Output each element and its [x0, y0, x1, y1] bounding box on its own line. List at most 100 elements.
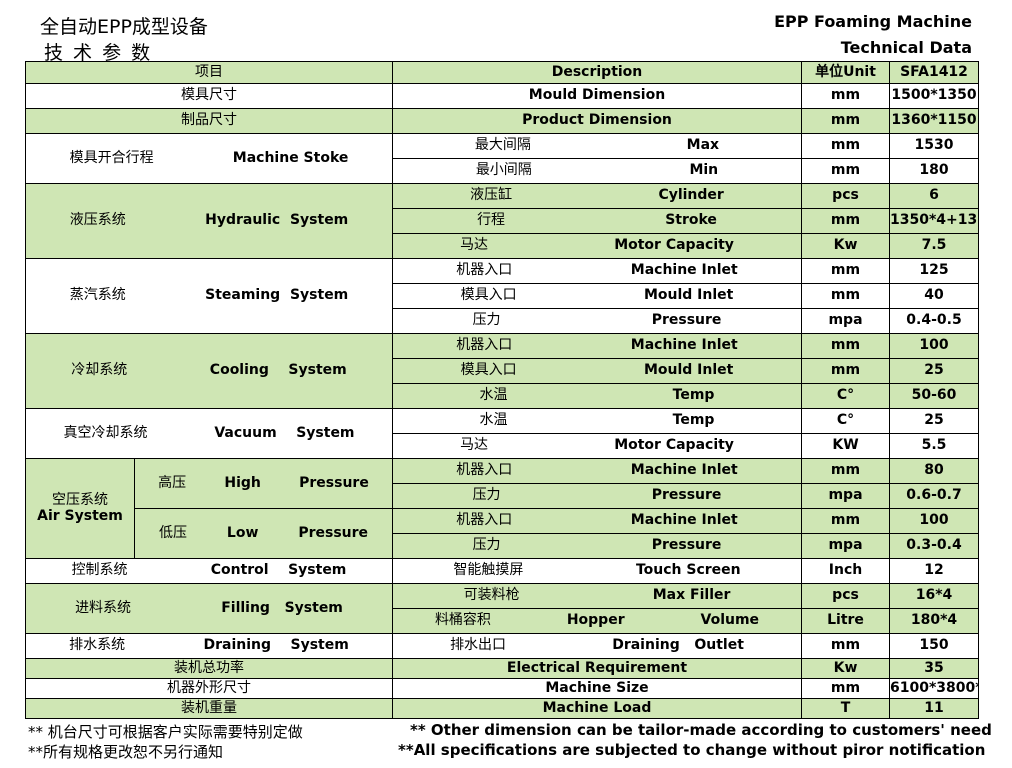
air-high-group: 高压 High Pressure — [134, 458, 393, 509]
note-custom-cn: ** 机台尺寸可根据客户实际需要特别定做 — [28, 723, 303, 741]
cooling-en1: Cooling — [209, 362, 269, 379]
hydraulic-r2-en: Motor Capacity — [614, 237, 734, 254]
steam-r2-unit: mpa — [801, 308, 890, 334]
cooling-en2: System — [288, 362, 347, 379]
cooling-r1-value: 25 — [889, 358, 979, 384]
air-high-r1-unit: mpa — [801, 483, 890, 509]
mould-en: Mould Dimension — [392, 83, 802, 109]
air-high-r0-value: 80 — [889, 458, 979, 484]
control-group: 控制系统 Control System — [25, 558, 393, 584]
air-high-r0: 机器入口 Machine Inlet — [392, 458, 802, 484]
cooling-r2: 水温 Temp — [392, 383, 802, 409]
drain-en2: System — [290, 637, 349, 654]
cooling-r0-value: 100 — [889, 333, 979, 359]
drain-r0-value: 150 — [889, 633, 979, 659]
filling-r0-value: 16*4 — [889, 583, 979, 609]
stroke-max-en: Max — [686, 137, 720, 154]
product-value: 1360*1150 — [889, 108, 979, 134]
air-low-r0-unit: mm — [801, 508, 890, 534]
hydraulic-r2-cn: 马达 — [460, 237, 489, 254]
drain-group: 排水系统 Draining System — [25, 633, 393, 659]
mould-unit: mm — [801, 83, 890, 109]
title-english: EPP Foaming Machine — [774, 12, 972, 31]
steam-group: 蒸汽系统 Steaming System — [25, 258, 393, 334]
stroke-max-unit: mm — [801, 133, 890, 159]
air-low-r1-value: 0.3-0.4 — [889, 533, 979, 559]
filling-r1-en1: Hopper — [566, 612, 625, 629]
size-value: 6100*3800*4800 — [889, 678, 979, 699]
control-en1: Control — [210, 562, 269, 579]
vacuum-r0-cn: 水温 — [479, 412, 508, 429]
drain-r0-en2: Outlet — [694, 637, 744, 654]
air-low-r0: 机器入口 Machine Inlet — [392, 508, 802, 534]
filling-r1-value: 180*4 — [889, 608, 979, 634]
filling-group: 进料系统 Filling System — [25, 583, 393, 634]
cooling-r2-en: Temp — [672, 387, 715, 404]
power-value: 35 — [889, 658, 979, 679]
air-low-r1-unit: mpa — [801, 533, 890, 559]
table-row: 真空冷却系统 Vacuum System 水温 Temp C° 25 — [25, 408, 979, 459]
cooling-r0-cn: 机器入口 — [456, 337, 513, 354]
load-unit: T — [801, 698, 890, 719]
steam-r0-cn: 机器入口 — [456, 262, 513, 279]
stroke-min-unit: mm — [801, 158, 890, 184]
control-r0: 智能触摸屏 Touch Screen — [392, 558, 802, 584]
table-row: 进料系统 Filling System 可装料枪 Max Filler pcs 16… — [25, 583, 979, 634]
table-row: 模具尺寸 Mould Dimension mm 1500*1350 — [25, 83, 979, 109]
table-row: 制品尺寸 Product Dimension mm 1360*1150 — [25, 108, 979, 134]
vacuum-en1: Vacuum — [214, 424, 277, 441]
air-high-r0-unit: mm — [801, 458, 890, 484]
cooling-r1-en: Mould Inlet — [643, 362, 734, 379]
load-cn: 装机重量 — [25, 698, 393, 719]
cooling-r1-unit: mm — [801, 358, 890, 384]
control-r0-value: 12 — [889, 558, 979, 584]
stroke-min-en: Min — [689, 162, 719, 179]
stroke-max: 最大间隔 Max — [392, 133, 802, 159]
product-unit: mm — [801, 108, 890, 134]
filling-r1-en2: Volume — [700, 612, 760, 629]
filling-r1-cn: 料桶容积 — [434, 612, 491, 629]
hydraulic-r2: 马达 Motor Capacity — [392, 233, 802, 259]
hydraulic-r1-unit: mm — [801, 208, 890, 234]
control-en2: System — [288, 562, 347, 579]
table-row: 低压 Low Pressure 机器入口 Machine Inlet mm 100 — [25, 508, 979, 559]
air-low-r0-cn: 机器入口 — [456, 512, 513, 529]
drain-r0-cn: 排水出口 — [450, 637, 507, 654]
filling-r1: 料桶容积 Hopper Volume — [392, 608, 802, 634]
steam-r0-value: 125 — [889, 258, 979, 284]
vacuum-cn: 真空冷却系统 — [63, 424, 148, 441]
note-custom-en: ** Other dimension can be tailor-made ac… — [410, 721, 992, 739]
air-high-en1: High — [224, 474, 261, 491]
subtitle-english: Technical Data — [840, 38, 972, 57]
stroke-min-cn: 最小间隔 — [475, 162, 532, 179]
header-item: 项目 — [25, 61, 393, 84]
cooling-r2-unit: C° — [801, 383, 890, 409]
cooling-r0: 机器入口 Machine Inlet — [392, 333, 802, 359]
stroke-min-value: 180 — [889, 158, 979, 184]
cooling-group: 冷却系统 Cooling System — [25, 333, 393, 409]
hydraulic-r2-value: 7.5 — [889, 233, 979, 259]
vacuum-r1: 马达 Motor Capacity — [392, 433, 802, 459]
hydraulic-r0-unit: pcs — [801, 183, 890, 209]
vacuum-r1-unit: KW — [801, 433, 890, 459]
air-low-group: 低压 Low Pressure — [134, 508, 393, 559]
steam-cn: 蒸汽系统 — [69, 287, 126, 304]
table-row: 控制系统 Control System 智能触摸屏 Touch Screen Inc… — [25, 558, 979, 584]
steam-r1-unit: mm — [801, 283, 890, 309]
cooling-cn: 冷却系统 — [71, 362, 128, 379]
mould-value: 1500*1350 — [889, 83, 979, 109]
air-low-cn: 低压 — [158, 524, 187, 541]
air-low-r1-en: Pressure — [651, 537, 722, 554]
steam-r0-unit: mm — [801, 258, 890, 284]
header-description: Description — [392, 61, 802, 84]
steam-r0: 机器入口 Machine Inlet — [392, 258, 802, 284]
steam-r1-cn: 模具入口 — [460, 287, 517, 304]
size-cn: 机器外形尺寸 — [25, 678, 393, 699]
size-en: Machine Size — [392, 678, 802, 699]
steam-r2-en: Pressure — [651, 312, 722, 329]
vacuum-r0-value: 25 — [889, 408, 979, 434]
steam-r1-en: Mould Inlet — [643, 287, 734, 304]
vacuum-r0: 水温 Temp — [392, 408, 802, 434]
steam-r2-cn: 压力 — [472, 312, 501, 329]
air-high-r0-cn: 机器入口 — [456, 462, 513, 479]
